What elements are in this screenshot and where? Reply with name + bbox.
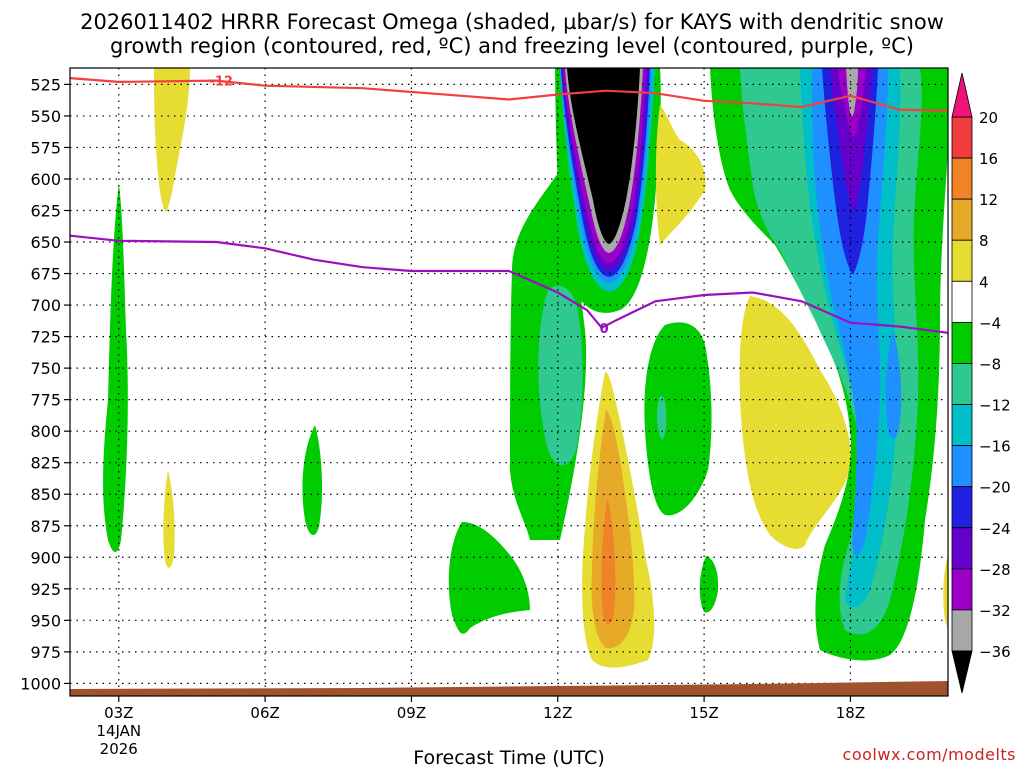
y-tick-label-1000: 1000 (20, 674, 61, 693)
freezing-contour-label: 0 (600, 322, 609, 337)
y-tick-label-850: 850 (30, 485, 61, 504)
terrain-strip (70, 681, 948, 696)
omega-shade-green-far-east-edge (940, 68, 948, 110)
x-tick-label-09Z: 09Z (397, 704, 426, 722)
y-tick-label-875: 875 (30, 517, 61, 536)
omega-shade-green-mid-right (644, 322, 712, 516)
chart-title-line-2: growth region (contoured, red, ºC) and f… (110, 34, 914, 58)
y-tick-label-825: 825 (30, 454, 61, 473)
colorbar-band-8_12 (951, 198, 973, 241)
colorbar-label-1: 16 (979, 150, 998, 168)
colorbar-label-10: −24 (979, 520, 1011, 538)
omega-shade-yellow-03z-upper (154, 68, 190, 212)
freezing-level-contour-line (70, 234, 948, 334)
colorbar-label-12: −32 (979, 602, 1011, 620)
y-tick-label-900: 900 (30, 548, 61, 567)
colorbar-band-16_20 (951, 116, 973, 159)
x-tick-label-06Z: 06Z (250, 704, 279, 722)
colorbar-label-6: −8 (979, 355, 1001, 373)
y-tick-label-700: 700 (30, 296, 61, 315)
y-tick-label-750: 750 (30, 359, 61, 378)
dendritic-contour-line (70, 77, 948, 112)
y-tick-label-650: 650 (30, 233, 61, 252)
terrain-fill (70, 681, 948, 696)
colorbar-top-arrow (951, 72, 973, 118)
chart-title-line-1: 2026011402 HRRR Forecast Omega (shaded, … (80, 10, 944, 34)
colorbar-band--24_-20 (951, 486, 973, 529)
colorbar-label-0: 20 (979, 109, 998, 127)
colorbar-label-3: 8 (979, 232, 989, 250)
colorbar-label-5: −4 (979, 314, 1001, 332)
x-tick-date-label: 14JAN (96, 722, 141, 740)
omega-shade-deep-orange-core (601, 500, 616, 625)
y-tick-label-950: 950 (30, 611, 61, 630)
y-axis: 525 550 575 600 625 650 675 700 725 750 775 800 825 8… (20, 75, 70, 693)
y-tick-label-625: 625 (30, 201, 61, 220)
dendritic-contour-label: -12 (209, 75, 233, 90)
colorbar-band--8_-4 (951, 321, 973, 364)
omega-shade-green-06z (302, 425, 323, 535)
colorbar-band--12_-8 (951, 363, 973, 405)
colorbar-band--32_-28 (951, 568, 973, 611)
x-tick-label-03Z: 03Z (104, 704, 133, 722)
y-tick-label-800: 800 (30, 422, 61, 441)
colorbar-label-11: −28 (979, 561, 1011, 579)
x-tick-year-label: 2026 (100, 740, 138, 758)
colorbar-label-7: −12 (979, 397, 1011, 415)
colorbar-label-13: −36 (979, 643, 1011, 661)
omega-shading (103, 68, 948, 668)
y-tick-label-600: 600 (30, 170, 61, 189)
y-tick-label-525: 525 (30, 75, 61, 94)
y-tick-label-925: 925 (30, 580, 61, 599)
x-tick-label-18Z: 18Z (836, 704, 865, 722)
colorbar-band--20_-16 (951, 445, 973, 488)
plot-area: -12 0 (70, 68, 948, 696)
colorbar-label-4: 4 (979, 273, 989, 291)
omega-shade-green-left-band (103, 183, 128, 552)
colorbar-band-12_16 (951, 157, 973, 200)
omega-shade-green-lower-center (448, 522, 530, 634)
omega-shade-blue-east (812, 68, 888, 556)
omega-shade-blue-east-lower-spot (885, 330, 902, 439)
colorbar-label-2: 12 (979, 191, 998, 209)
y-tick-label-775: 775 (30, 391, 61, 410)
plot-frame (69, 67, 949, 697)
colorbar: 20 16 12 8 4 −4 −8 −12 −16 −20 −24 −28 −32 −36 (951, 72, 1011, 694)
x-tick-label-12Z: 12Z (543, 704, 572, 722)
y-tick-label-675: 675 (30, 265, 61, 284)
y-tick-label-575: 575 (30, 138, 61, 157)
grid-lines (70, 68, 948, 696)
contour-lines: -12 0 (70, 75, 948, 337)
omega-shade-teal-central (538, 285, 583, 465)
colorbar-band-4_8 (951, 239, 973, 282)
colorbar-bottom-arrow (951, 650, 973, 694)
omega-shade-yellow-far-east-edge (943, 555, 948, 630)
y-tick-label-725: 725 (30, 328, 61, 347)
y-tick-label-550: 550 (30, 107, 61, 126)
colorbar-band--28_-24 (951, 527, 973, 570)
x-tick-label-15Z: 15Z (689, 704, 718, 722)
credit-text: coolwx.com/modelts (843, 745, 1016, 764)
omega-shade-gray-east (846, 68, 858, 117)
omega-shade-green-small-15z (699, 556, 719, 613)
omega-shade-teal-mid-right-spot (656, 395, 667, 440)
y-tick-label-975: 975 (30, 643, 61, 662)
omega-shade-black-core (567, 68, 640, 244)
colorbar-band--4_4 (951, 280, 973, 323)
x-axis-label: Forecast Time (UTC) (413, 747, 604, 768)
colorbar-label-8: −16 (979, 438, 1011, 456)
colorbar-label-9: −20 (979, 479, 1011, 497)
omega-shade-yellow-16z (739, 296, 851, 549)
omega-shade-yellow-03z-lower (163, 470, 175, 568)
colorbar-band--16_-12 (951, 404, 973, 447)
colorbar-band--36_-32 (951, 609, 973, 652)
